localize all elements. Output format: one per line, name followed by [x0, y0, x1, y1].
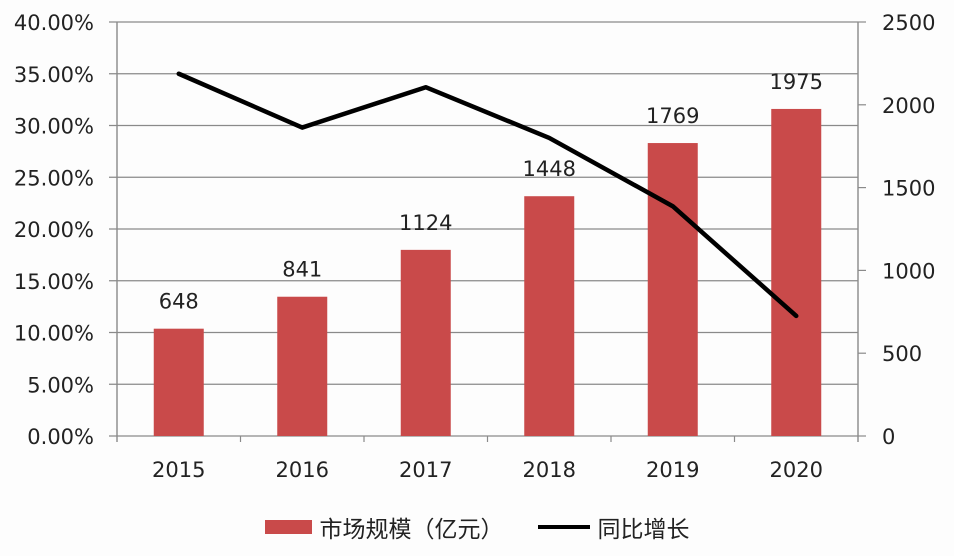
legend-item-market-size: 市场规模（亿元） — [264, 510, 504, 544]
legend: 市场规模（亿元） 同比增长 — [0, 510, 954, 544]
left-axis-tick: 0.00% — [27, 425, 94, 449]
bar-data-label: 1124 — [399, 211, 452, 235]
right-axis-tick: 0 — [882, 425, 895, 449]
growth-line — [176, 71, 799, 319]
bar-2015 — [153, 328, 204, 436]
left-axis-tick: 30.00% — [14, 115, 94, 139]
bar-swatch-icon — [264, 520, 312, 534]
x-axis-label: 2019 — [646, 458, 699, 482]
x-axis-label: 2017 — [399, 458, 452, 482]
right-axis-tick: 2500 — [882, 11, 935, 35]
bar-data-label: 1975 — [770, 70, 823, 94]
left-axis-tick: 5.00% — [27, 373, 94, 397]
left-axis-tick: 35.00% — [14, 63, 94, 87]
bar-2019 — [647, 143, 698, 437]
left-axis-tick: 15.00% — [14, 270, 94, 294]
bar-2016 — [277, 296, 328, 436]
bar-data-label: 1769 — [646, 104, 699, 128]
left-axis-tick: 25.00% — [14, 166, 94, 190]
legend-item-yoy-growth: 同比增长 — [537, 510, 690, 544]
line-swatch-icon — [537, 525, 590, 529]
x-axis-label: 2015 — [152, 458, 205, 482]
right-axis-tick: 1000 — [882, 259, 935, 283]
bar-data-label: 648 — [159, 290, 199, 314]
bar-2017 — [400, 249, 451, 436]
left-axis-tick: 40.00% — [14, 11, 94, 35]
x-axis-label: 2020 — [770, 458, 823, 482]
bar-2018 — [524, 196, 575, 436]
right-axis-tick: 500 — [882, 342, 922, 366]
bar-2020 — [771, 108, 822, 436]
right-axis-tick: 1500 — [882, 177, 935, 201]
bar-data-label: 1448 — [523, 157, 576, 181]
legend-label-yoy-growth: 同比增长 — [597, 517, 690, 543]
bar-data-label: 841 — [282, 258, 322, 282]
x-axis-label: 2016 — [276, 458, 329, 482]
legend-label-market-size: 市场规模（亿元） — [319, 517, 504, 543]
left-axis-tick: 10.00% — [14, 322, 94, 346]
x-axis-label: 2018 — [523, 458, 576, 482]
combo-chart: 0.00% 5.00% 10.00% 15.00% 20.00% 25.00% 30.00%… — [14, 11, 936, 482]
right-axis-tick: 2000 — [882, 94, 935, 118]
left-axis-tick: 20.00% — [14, 218, 94, 242]
